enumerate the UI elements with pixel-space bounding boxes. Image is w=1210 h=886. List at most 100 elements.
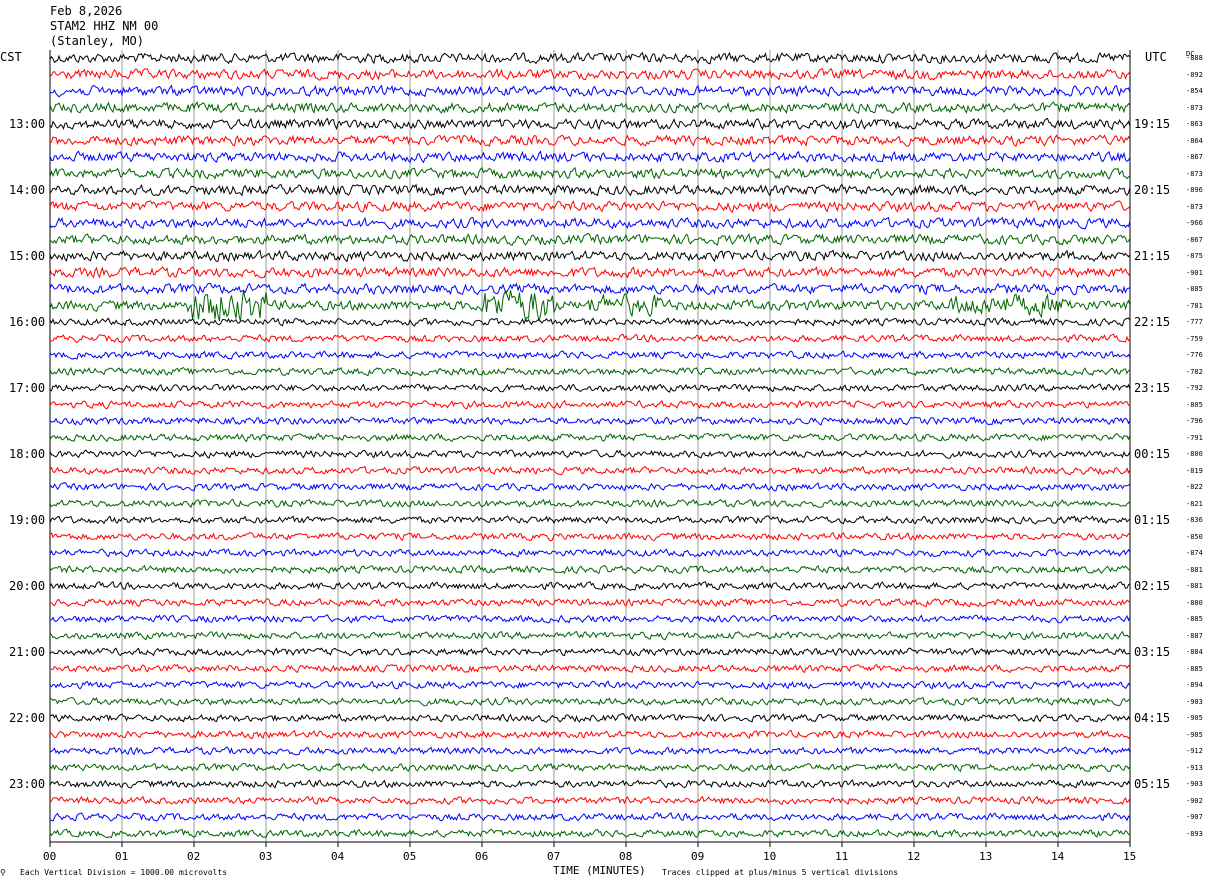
dc-offset-label: -893 (1186, 829, 1203, 838)
dc-offset-label: -854 (1186, 87, 1203, 95)
x-tick-label: 10 (763, 850, 777, 863)
x-tick-label: 14 (1051, 850, 1065, 863)
trace-line (49, 68, 1131, 81)
left-hour-label: 16:00 (9, 315, 46, 329)
dc-offset-label: -875 (1186, 252, 1203, 260)
dc-offset-label: -884 (1186, 648, 1203, 656)
dc-offset-label: -885 (1186, 615, 1203, 623)
trace-line (49, 166, 1131, 180)
dc-offset-label: -874 (1186, 549, 1203, 557)
trace-line (49, 383, 1131, 393)
trace-line (49, 183, 1131, 197)
trace-line (49, 465, 1131, 476)
left-hour-label: 13:00 (9, 117, 46, 131)
x-tick-label: 05 (403, 850, 417, 863)
footer-clip-note: Traces clipped at plus/minus 5 vertical … (662, 868, 899, 877)
dc-offset-label: -903 (1186, 697, 1203, 706)
dc-offset-label: -873 (1186, 202, 1203, 211)
left-hour-label: 19:00 (9, 513, 46, 527)
dc-offset-label: -885 (1186, 664, 1203, 673)
dc-offset-label: -881 (1186, 565, 1203, 574)
trace-line (49, 581, 1131, 591)
trace-line (49, 350, 1131, 360)
scale-icon: ⚲ (0, 868, 6, 877)
trace-line (49, 729, 1131, 740)
trace-line (49, 647, 1131, 657)
trace-line (49, 249, 1131, 263)
left-hour-label: 14:00 (9, 183, 46, 197)
left-hour-label: 20:00 (9, 579, 46, 593)
dc-offset-label: -805 (1186, 400, 1203, 409)
left-hour-label: 18:00 (9, 447, 46, 461)
right-hour-label: 03:15 (1134, 645, 1171, 659)
trace-line (49, 216, 1131, 230)
right-hour-label: 20:15 (1134, 183, 1171, 197)
dc-offset-label: -903 (1186, 780, 1203, 788)
dc-offset-label: -896 (1186, 186, 1203, 194)
left-hour-label: 23:00 (9, 777, 46, 791)
dc-offset-label: -800 (1186, 450, 1203, 458)
right-hour-label: 05:15 (1134, 777, 1171, 791)
trace-line (49, 51, 1131, 65)
trace-line (49, 548, 1131, 558)
dc-column-label: DC (1186, 50, 1195, 58)
trace-line (49, 290, 1131, 323)
dc-offset-label: -885 (1186, 285, 1203, 293)
right-hour-label: 23:15 (1134, 381, 1171, 395)
trace-line (49, 432, 1131, 443)
right-hour-label: 22:15 (1134, 315, 1171, 329)
dc-offset-label: -867 (1186, 235, 1203, 244)
trace-line (49, 282, 1131, 296)
trace-line (49, 84, 1131, 98)
trace-line (49, 713, 1131, 723)
trace-line (49, 779, 1131, 789)
dc-offset-label: -796 (1186, 417, 1203, 425)
right-timezone-label: UTC (1145, 50, 1167, 64)
dc-offset-label: -781 (1186, 301, 1203, 310)
dc-offset-label: -913 (1186, 763, 1203, 772)
trace-line (49, 366, 1131, 377)
right-hour-label: 04:15 (1134, 711, 1171, 725)
x-tick-label: 09 (691, 850, 705, 863)
trace-line (49, 812, 1131, 822)
dc-offset-label: -894 (1186, 681, 1203, 689)
trace-line (49, 531, 1131, 542)
dc-offset-label: -759 (1186, 334, 1203, 343)
left-timezone-label: CST (0, 50, 22, 64)
dc-offset-label: -792 (1186, 384, 1203, 392)
dc-offset-label: -867 (1186, 153, 1203, 161)
dc-offset-label: -888 (1186, 54, 1203, 62)
trace-line (49, 117, 1131, 131)
trace-line (49, 680, 1131, 690)
x-tick-label: 00 (43, 850, 57, 863)
dc-offset-label: -901 (1186, 268, 1203, 277)
dc-offset-label: -822 (1186, 483, 1203, 491)
dc-offset-label: -873 (1186, 103, 1203, 112)
x-tick-label: 12 (907, 850, 921, 863)
x-tick-label: 08 (619, 850, 633, 863)
trace-line (49, 101, 1131, 114)
footer-scale-note: Each Vertical Division = 1000.00 microvo… (20, 868, 228, 877)
dc-offset-label: -782 (1186, 367, 1203, 376)
x-axis-title: TIME (MINUTES) (553, 864, 646, 877)
left-hour-label: 17:00 (9, 381, 46, 395)
dc-offset-label: -905 (1186, 714, 1203, 722)
trace-line (49, 597, 1131, 608)
x-tick-label: 11 (835, 850, 849, 863)
dc-offset-label: -819 (1186, 466, 1203, 475)
dc-offset-label: -777 (1186, 318, 1203, 326)
trace-line (49, 564, 1131, 575)
trace-line (49, 333, 1131, 344)
dc-offset-label: -881 (1186, 582, 1203, 590)
trace-line (49, 482, 1131, 492)
trace-line (49, 416, 1131, 426)
x-tick-label: 01 (115, 850, 129, 863)
trace-line (49, 795, 1131, 806)
dc-offset-label: -966 (1186, 219, 1203, 227)
left-hour-label: 21:00 (9, 645, 46, 659)
chart-station: STAM2 HHZ NM 00 (50, 19, 159, 33)
dc-offset-label: -905 (1186, 730, 1203, 739)
dc-offset-label: -864 (1186, 136, 1203, 145)
trace-line (49, 449, 1131, 459)
